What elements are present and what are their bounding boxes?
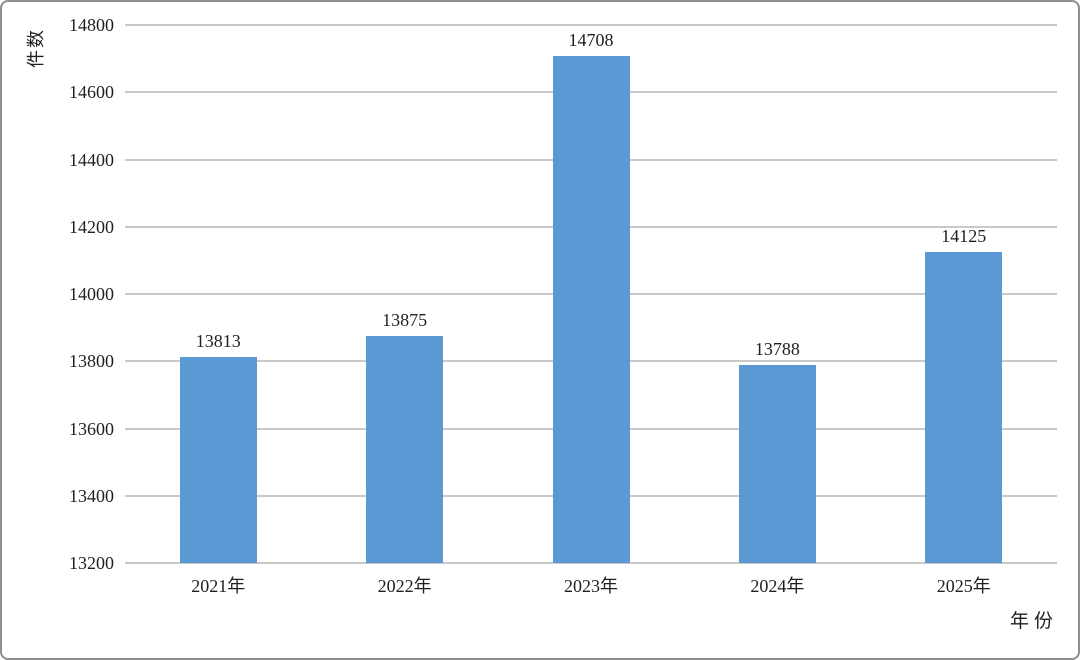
y-tick-label: 13600: [69, 418, 114, 439]
x-tick-label: 2025年: [936, 576, 991, 596]
bar-2024年: [738, 365, 816, 563]
y-tick-label: 14400: [69, 149, 114, 170]
bar-2022年: [366, 336, 444, 563]
plot-area: 13813 13875 14708 13788 14125: [125, 24, 1057, 564]
y-axis-ticks: 13200 13400 13600 13800 14000 14200 14400 14600…: [2, 15, 114, 573]
x-tick-label: 2023年: [564, 576, 618, 596]
x-axis-ticks: 2021年 2022年 2023年 2024年 2025年: [125, 574, 1057, 602]
y-tick-label: 14200: [69, 216, 114, 237]
bar-value-label: 13875: [382, 310, 428, 331]
x-tick-label: 2022年: [377, 576, 432, 596]
bar-value-label: 13813: [195, 330, 241, 351]
y-tick-label: 13800: [69, 351, 114, 372]
gridline: [125, 24, 1057, 26]
x-tick-label: 2021年: [191, 576, 246, 596]
x-tick-label: 2024年: [750, 576, 805, 596]
y-tick-label: 14600: [69, 82, 114, 103]
y-tick-label: 13400: [69, 485, 114, 506]
y-tick-label: 14800: [69, 15, 114, 35]
bar-2021年: [179, 356, 257, 563]
y-tick-label: 14000: [69, 284, 114, 304]
bar-value-label: 13788: [754, 339, 800, 360]
gridline: [125, 562, 1057, 564]
bar-2023年: [552, 55, 630, 563]
bar-value-label: 14708: [568, 29, 614, 50]
bar-2025年: [925, 251, 1003, 563]
bar-value-label: 14125: [941, 225, 987, 246]
x-axis-title: 年份: [1010, 611, 1059, 632]
y-tick-label: 13200: [69, 553, 114, 573]
